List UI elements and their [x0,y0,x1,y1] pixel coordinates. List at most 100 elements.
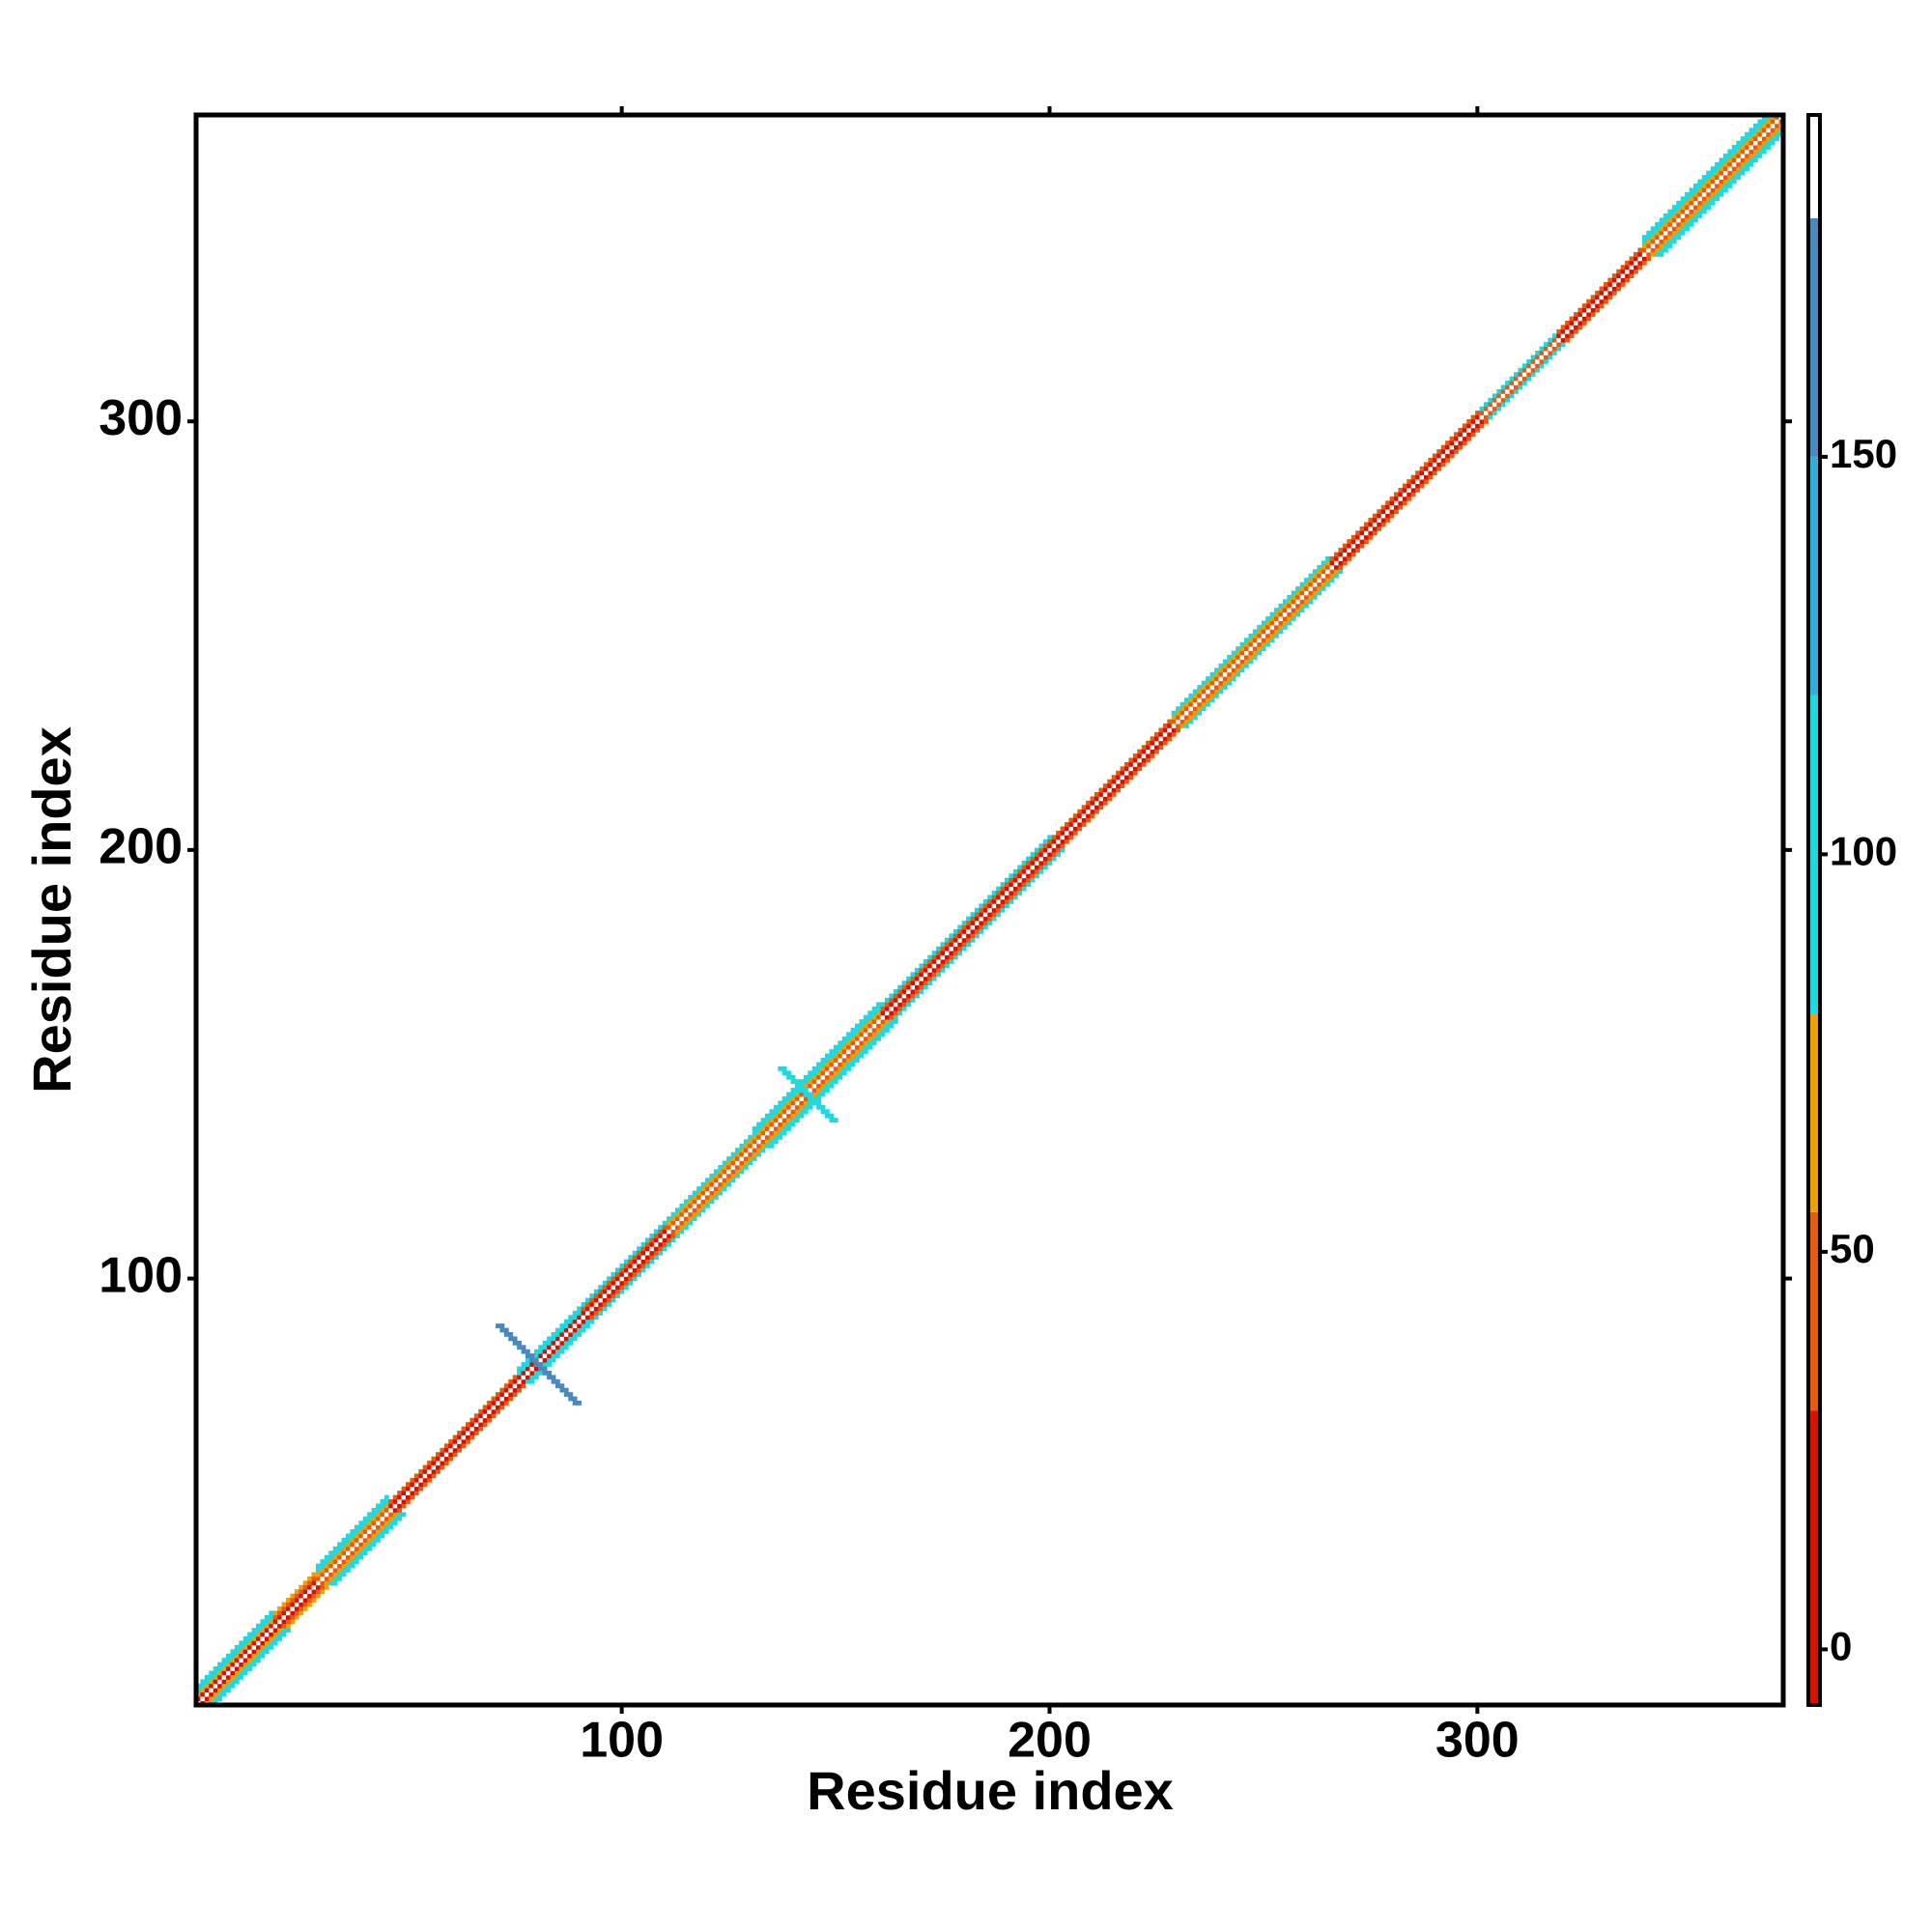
heatmap-cell [461,1438,467,1444]
heatmap-cell [272,1632,278,1637]
heatmap-cell [1231,659,1236,665]
heatmap-cell [1372,513,1378,519]
heatmap-cell [230,1670,236,1676]
heatmap-cell [1436,457,1442,463]
heatmap-cell [469,1422,475,1428]
heatmap-cell [1539,346,1545,352]
heatmap-cell [1620,269,1626,274]
heatmap-cell [846,1044,851,1050]
heatmap-cell [1308,599,1314,605]
heatmap-cell [1663,213,1668,218]
heatmap-cell [1389,504,1395,510]
heatmap-cell [855,1023,860,1029]
heatmap-cell [996,898,1001,904]
heatmap-cell [1081,822,1087,827]
heatmap-cell [1710,196,1716,202]
heatmap-cell [401,1491,407,1496]
heatmap-cell [581,1301,586,1307]
heatmap-cell [1581,307,1587,313]
heatmap-cell [1179,706,1185,712]
heatmap-cell [1252,641,1258,647]
heatmap-cell [1291,611,1296,617]
heatmap-cell [213,1679,218,1685]
heatmap-cell [1680,200,1686,206]
heatmap-cell [542,1345,548,1350]
heatmap-cell [1355,530,1360,536]
heatmap-cell [1334,573,1339,579]
heatmap-cell [1206,689,1210,695]
heatmap-cell [380,1512,385,1518]
heatmap-cell [1192,710,1198,716]
heatmap-cell [1154,745,1159,751]
heatmap-cell [1775,131,1779,137]
heatmap-cell [867,1032,873,1037]
heatmap-cell [871,1019,877,1024]
heatmap-cell [786,1109,791,1115]
heatmap-cell [487,1405,492,1410]
heatmap-cell [286,1628,291,1633]
heatmap-cell [1009,877,1014,883]
heatmap-cell [376,1520,381,1526]
heatmap-cell [1017,868,1023,874]
heatmap-cell [496,1323,500,1328]
heatmap-cell [726,1178,731,1183]
heatmap-cell [1162,740,1168,746]
heatmap-cell [209,1683,214,1689]
heatmap-cell [1689,213,1694,218]
heatmap-cell [589,1315,595,1321]
heatmap-cell [1710,187,1716,193]
heatmap-cell [1574,320,1578,326]
heatmap-cell [1616,282,1622,287]
heatmap-cell [722,1160,727,1166]
heatmap-cell [551,1375,556,1380]
heatmap-cell [1065,838,1069,844]
heatmap-cell [1090,796,1095,802]
heatmap-cell [1770,128,1776,133]
heatmap-cell [526,1375,530,1380]
heatmap-cell [1757,128,1763,133]
heatmap-cell [645,1250,650,1256]
heatmap-cell [1102,787,1108,793]
heatmap-cell [850,1058,856,1063]
heatmap-cell [226,1679,231,1685]
heatmap-cell [1201,701,1207,707]
heatmap-cell [1740,153,1746,158]
heatmap-cell [371,1537,377,1543]
heatmap-cell [1667,239,1673,244]
heatmap-cell [1548,346,1553,352]
heatmap-cell [1171,719,1177,724]
heatmap-cell [790,1118,796,1123]
heatmap-cell [1231,668,1236,673]
heatmap-cell [1697,205,1703,211]
heatmap-cell [628,1276,634,1282]
heatmap-cell [1081,809,1087,814]
heatmap-cell [496,1405,500,1410]
heatmap-cell [658,1229,664,1235]
heatmap-cell [371,1533,377,1539]
heatmap-cell [838,1040,843,1046]
heatmap-cell [380,1516,385,1521]
heatmap-cell [281,1605,287,1611]
heatmap-cell [1338,560,1344,566]
heatmap-cell [547,1362,552,1367]
heatmap-cell [773,1130,779,1136]
heatmap-cell [1120,770,1125,776]
heatmap-cell [341,1550,347,1556]
heatmap-cell [555,1336,560,1342]
heatmap-cell [1257,638,1263,643]
heatmap-cell [602,1289,608,1294]
heatmap-cell [1120,766,1125,772]
heatmap-cell [593,1297,599,1303]
heatmap-cell [581,1315,586,1321]
heatmap-cell [667,1220,671,1226]
heatmap-cell [919,967,924,973]
heatmap-cell [683,1199,689,1205]
heatmap-cell [1551,342,1557,347]
heatmap-cell [496,1392,500,1397]
heatmap-cell [970,921,976,925]
heatmap-cell [324,1568,329,1573]
heatmap-cell [1590,312,1596,317]
heatmap-cell [1761,136,1767,142]
heatmap-cell [440,1447,445,1453]
heatmap-cell [1206,693,1210,698]
